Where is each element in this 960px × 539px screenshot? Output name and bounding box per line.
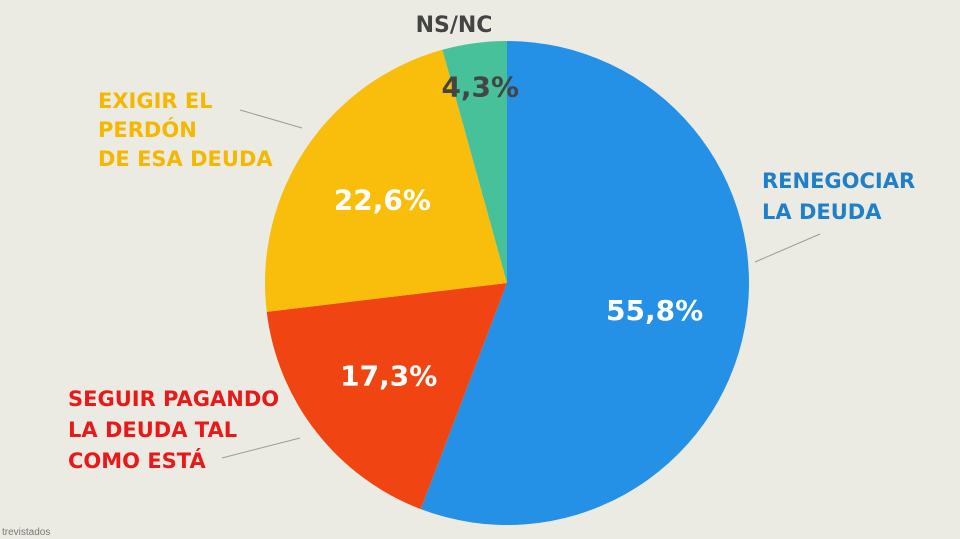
slice-category-label-line: COMO ESTÁ	[68, 448, 206, 473]
slice-category-label-line: PERDÓN	[98, 117, 197, 142]
pie-slice	[265, 49, 507, 312]
leader-line	[221, 437, 301, 459]
slice-value-label: 17,3%	[340, 359, 437, 392]
pie-slice	[442, 41, 507, 283]
slice-category-label-line: SEGUIR PAGANDO	[68, 387, 279, 411]
pie-slice	[266, 283, 507, 510]
slice-category-label-line: RENEGOCIAR	[762, 169, 915, 193]
slice-category-label-line: LA DEUDA TAL	[68, 418, 237, 442]
slice-category-label: NS/NC	[416, 13, 493, 38]
slice-category-label-line: NS/NC	[416, 13, 493, 38]
slice-category-label-line: EXIGIR EL	[98, 89, 213, 113]
slice-value-label: 4,3%	[441, 70, 519, 103]
leader-line	[754, 233, 821, 263]
slice-category-label: SEGUIR PAGANDO LA DEUDA TAL COMO ESTÁ	[68, 387, 279, 473]
leader-line	[239, 109, 303, 129]
slice-category-label-line: LA DEUDA	[762, 200, 882, 224]
slice-category-label: RENEGOCIAR LA DEUDA	[762, 169, 915, 224]
slice-value-label: 55,8%	[606, 294, 703, 327]
source-credit: trevistados	[2, 527, 51, 538]
slice-category-label-line: DE ESA DEUDA	[98, 147, 273, 171]
pie-slice	[420, 41, 749, 525]
slice-value-label: 22,6%	[334, 183, 431, 216]
slice-category-label: EXIGIR EL PERDÓN DE ESA DEUDA	[98, 89, 273, 171]
